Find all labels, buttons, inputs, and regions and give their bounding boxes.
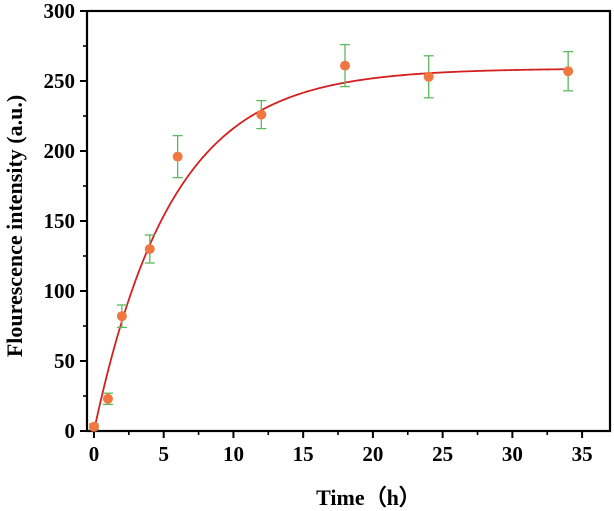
x-axis-title: Time（h） (316, 485, 421, 510)
y-tick-label: 250 (44, 69, 76, 93)
tick-layer: 0 5 10 15 20 25 30 35 0 50 100 150 200 250 300 (44, 0, 593, 466)
y-tick-label: 200 (44, 139, 76, 163)
y-tick-label: 0 (65, 419, 76, 443)
data-point (116, 311, 127, 322)
x-tick-label: 15 (293, 442, 314, 466)
data-point (256, 109, 267, 120)
x-tick-label: 35 (572, 442, 593, 466)
data-point (563, 66, 574, 77)
y-tick-label: 100 (44, 279, 76, 303)
data-point (144, 244, 155, 254)
plot-frame (85, 9, 612, 433)
y-tick-label: 50 (54, 349, 75, 373)
x-tick-label: 10 (223, 442, 244, 466)
data-point (172, 151, 183, 162)
data-point (102, 393, 113, 404)
plot-frame-layer (85, 9, 612, 433)
x-tick-label: 30 (502, 442, 523, 466)
fit-curve (93, 68, 569, 432)
data-point (340, 60, 351, 71)
x-tick-label: 20 (362, 442, 383, 466)
data-point (88, 421, 99, 432)
y-axis-title: Flourescence intensity (a.u.) (2, 95, 27, 357)
error-bar-layer (88, 43, 574, 431)
fit-curve-layer (93, 68, 569, 432)
x-tick-label: 5 (158, 442, 169, 466)
y-tick-label: 150 (44, 209, 76, 233)
x-tick-label: 0 (89, 442, 100, 466)
data-point-layer (88, 60, 574, 432)
data-point (423, 71, 434, 82)
y-tick-label: 300 (44, 0, 76, 23)
x-tick-label: 25 (432, 442, 453, 466)
